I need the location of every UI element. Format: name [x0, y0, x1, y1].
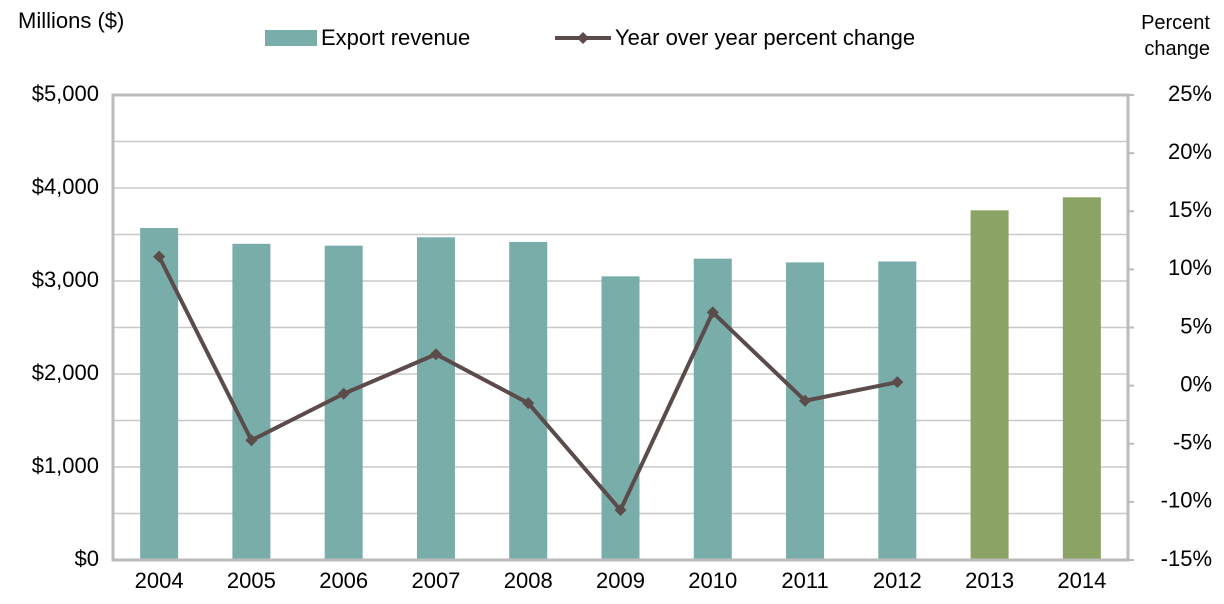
bar — [601, 276, 640, 560]
bar — [786, 262, 825, 560]
bar — [232, 243, 271, 561]
y2-axis-title: Percent change — [1141, 12, 1210, 60]
bar — [970, 210, 1009, 560]
bar — [1062, 197, 1101, 561]
legend-label: Export revenue — [321, 25, 470, 50]
legend-label: Year over year percent change — [615, 25, 915, 50]
y2-tick-label: 0% — [1180, 371, 1212, 396]
x-tick-label: 2004 — [135, 568, 184, 593]
bar — [324, 245, 363, 560]
y2-tick-label: 15% — [1168, 197, 1212, 222]
y-tick-label: $1,000 — [32, 453, 99, 478]
marker — [429, 348, 442, 361]
marker — [522, 397, 535, 410]
bar — [416, 237, 455, 561]
y2-tick-label: 25% — [1168, 81, 1212, 106]
x-tick-label: 2013 — [965, 568, 1014, 593]
x-tick-label: 2011 — [781, 568, 828, 593]
y-axis-title: Millions ($) — [18, 8, 124, 33]
x-tick-label: 2008 — [504, 568, 553, 593]
marker — [337, 387, 350, 400]
x-tick-label: 2005 — [227, 568, 276, 593]
y-tick-label: $5,000 — [32, 81, 99, 106]
y-tick-label: $3,000 — [32, 267, 99, 292]
bar — [693, 258, 732, 560]
bar — [140, 227, 179, 561]
plot-border — [111, 93, 1130, 562]
x-tick-label: 2006 — [319, 568, 368, 593]
legend-marker — [577, 32, 589, 44]
x-tick-label: 2014 — [1057, 568, 1106, 593]
y2-tick-label: 10% — [1168, 255, 1212, 280]
marker — [245, 434, 258, 447]
x-tick-label: 2012 — [873, 568, 922, 593]
y2-tick-label: 5% — [1180, 313, 1212, 338]
x-tick-label: 2007 — [411, 568, 460, 593]
x-tick-label: 2010 — [688, 568, 737, 593]
marker — [614, 504, 627, 517]
marker — [153, 250, 166, 263]
marker — [799, 394, 812, 407]
y-tick-label: $2,000 — [32, 360, 99, 385]
y-tick-label: $0 — [75, 546, 99, 571]
y2-tick-label: -5% — [1173, 430, 1212, 455]
y-tick-label: $4,000 — [32, 174, 99, 199]
y2-tick-label: -15% — [1161, 546, 1212, 571]
y2-tick-label: -10% — [1161, 488, 1212, 513]
x-tick-label: 2009 — [596, 568, 645, 593]
legend-swatch — [265, 30, 317, 46]
bar — [878, 261, 917, 560]
y2-tick-label: 20% — [1168, 139, 1212, 164]
marker — [891, 376, 904, 389]
marker — [706, 306, 719, 319]
